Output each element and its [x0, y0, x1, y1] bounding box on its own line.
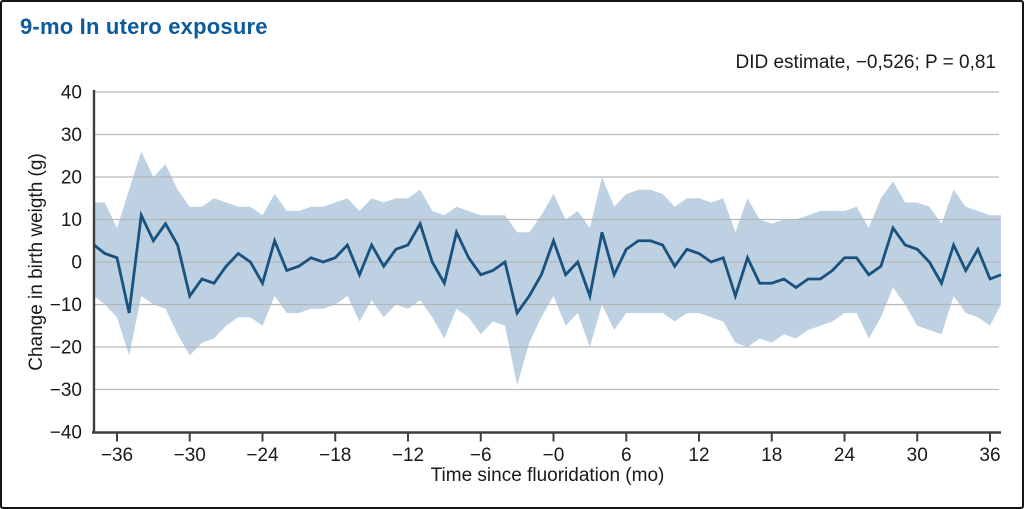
x-tick-label: 18 [761, 445, 782, 466]
x-tick-label: 6 [621, 445, 632, 466]
x-tick-label: 36 [979, 445, 1000, 466]
chart-title: 9-mo In utero exposure [20, 14, 268, 39]
y-tick-label: −30 [50, 380, 82, 401]
y-tick-label: 40 [61, 83, 82, 104]
y-tick-label: −40 [50, 423, 82, 444]
x-tick-label: 30 [907, 445, 928, 466]
confidence-band [94, 151, 1001, 386]
y-tick-label: 0 [71, 253, 82, 274]
y-tick-label: 20 [61, 168, 82, 189]
x-tick-label: −0 [543, 445, 565, 466]
x-tick-label: −24 [246, 445, 279, 466]
x-tick-label: −6 [470, 445, 492, 466]
y-tick-label: 10 [61, 210, 82, 231]
x-tick-label: 24 [834, 445, 856, 466]
x-tick-label: 12 [688, 445, 709, 466]
x-tick-label: −18 [319, 445, 351, 466]
x-axis-title: Time since fluoridation (mo) [430, 465, 665, 486]
y-tick-label: 30 [61, 125, 82, 146]
y-tick-label: −20 [50, 338, 82, 359]
x-tick-label: −36 [101, 445, 133, 466]
did-estimate-annotation: DID estimate, −0,526; P = 0,81 [735, 52, 996, 73]
y-tick-label: −10 [50, 295, 82, 316]
x-tick-label: −30 [174, 445, 206, 466]
y-axis-title: Change in birth weigth (g) [26, 153, 47, 371]
estimate-line [93, 210, 1002, 317]
x-tick-label: −12 [392, 445, 424, 466]
